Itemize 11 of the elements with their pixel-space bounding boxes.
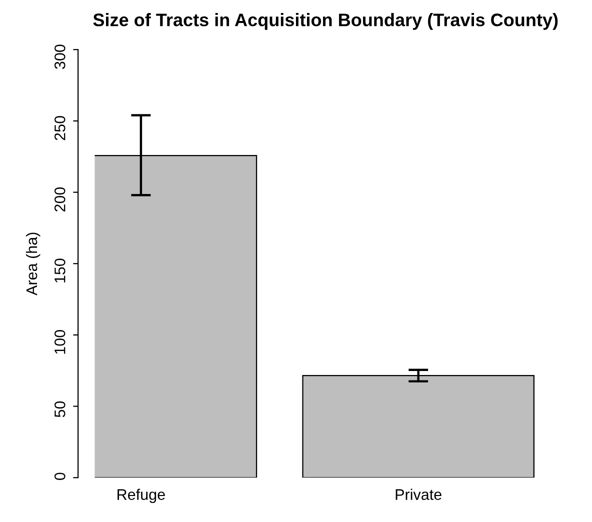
- y-tick-label: 200: [54, 187, 66, 212]
- chart-title: Size of Tracts in Acquisition Boundary (Travis County): [93, 13, 558, 30]
- y-tick-label: 0: [54, 472, 66, 480]
- y-tick-label: 250: [54, 116, 66, 140]
- y-tick-label: 50: [54, 401, 66, 418]
- x-tick-label: Private: [396, 488, 442, 500]
- x-tick-label: Refuge: [118, 488, 165, 503]
- y-axis-title: Area (ha): [26, 232, 40, 296]
- y-tick-label: 100: [54, 330, 66, 354]
- y-tick-label: 300: [54, 44, 66, 69]
- y-tick-label: 150: [54, 258, 66, 282]
